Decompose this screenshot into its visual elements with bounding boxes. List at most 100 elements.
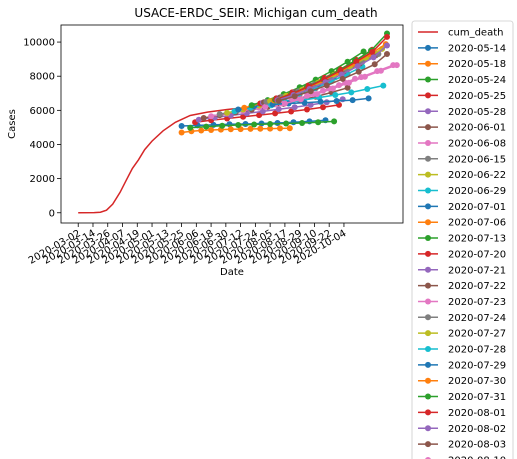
legend-label: 2020-07-24 — [448, 313, 506, 324]
data-point — [344, 84, 351, 91]
data-point — [353, 58, 360, 65]
legend-entry: 2020-06-22 — [418, 170, 506, 181]
legend-marker — [425, 346, 431, 352]
legend-label: 2020-07-21 — [448, 265, 506, 276]
data-point — [299, 120, 306, 126]
legend-label: 2020-07-23 — [448, 297, 506, 308]
data-point — [297, 96, 304, 103]
legend-entry: 2020-05-25 — [418, 91, 506, 102]
legend-marker — [425, 171, 431, 178]
data-point — [355, 68, 362, 75]
data-point — [369, 49, 376, 55]
legend-label: 2020-05-24 — [448, 75, 506, 86]
legend-entry: 2020-07-22 — [418, 281, 506, 292]
legend-marker — [425, 139, 431, 146]
y-tick-label: 0 — [49, 208, 55, 219]
legend-label: 2020-07-30 — [448, 376, 506, 387]
y-axis-label: Cases — [7, 109, 18, 139]
data-point — [248, 102, 255, 109]
legend-marker — [425, 330, 431, 337]
data-point — [262, 103, 269, 110]
data-point — [208, 113, 215, 120]
legend-entry: 2020-05-28 — [418, 107, 506, 118]
legend-marker — [425, 409, 431, 416]
legend-label: 2020-05-14 — [448, 43, 506, 54]
legend-entry: 2020-05-14 — [418, 43, 506, 54]
legend-marker — [425, 266, 431, 273]
legend-entry: 2020-08-02 — [418, 424, 506, 435]
series-2020-08-03 — [275, 51, 390, 104]
data-point — [198, 127, 205, 134]
legend-label: 2020-08-03 — [448, 440, 506, 451]
legend-marker — [425, 203, 431, 210]
legend-label: 2020-07-31 — [448, 392, 506, 403]
data-point — [267, 125, 274, 132]
legend-label: 2020-08-02 — [448, 424, 506, 435]
legend-entry: 2020-07-23 — [418, 297, 506, 308]
data-point — [307, 88, 314, 95]
data-point — [281, 100, 288, 107]
data-point — [277, 125, 283, 132]
legend-marker — [425, 314, 431, 321]
legend-label: 2020-07-01 — [448, 202, 506, 213]
legend-label: 2020-05-18 — [448, 59, 506, 70]
series-line — [190, 120, 335, 129]
data-point — [272, 110, 279, 117]
data-point — [364, 86, 371, 92]
y-axis: 0 2000 4000 6000 8000 10000 — [23, 38, 61, 219]
data-point — [288, 108, 295, 115]
legend-marker — [425, 44, 431, 51]
chart-title: USACE-ERDC_SEIR: Michigan cum_death — [134, 6, 377, 20]
legend-marker — [425, 456, 431, 459]
data-point — [380, 82, 387, 89]
data-point — [377, 67, 384, 74]
legend-marker — [425, 361, 431, 368]
data-point — [178, 123, 185, 129]
y-tick-label: 6000 — [30, 106, 55, 117]
data-point — [365, 95, 372, 102]
series-cum_death — [78, 104, 285, 214]
legend-entry: 2020-07-06 — [418, 218, 506, 229]
data-point — [257, 125, 264, 132]
data-point — [384, 33, 390, 40]
legend-label: 2020-07-27 — [448, 329, 506, 340]
legend-entry: 2020-07-21 — [418, 265, 506, 276]
data-point — [370, 54, 377, 61]
data-point — [208, 127, 215, 133]
data-point — [331, 118, 338, 125]
x-axis-label: Date — [220, 267, 244, 278]
legend-entry: cum_death — [418, 28, 503, 39]
legend-entry: 2020-05-24 — [418, 75, 506, 86]
legend-marker — [425, 124, 431, 131]
data-point — [344, 58, 351, 65]
legend-entry: 2020-07-28 — [418, 345, 506, 356]
data-point — [371, 61, 378, 68]
legend-marker — [425, 250, 431, 257]
data-point — [291, 104, 298, 111]
data-point — [332, 92, 339, 98]
data-point — [384, 51, 390, 57]
legend-marker — [425, 155, 431, 162]
legend-marker — [425, 219, 431, 226]
legend-marker — [425, 377, 431, 384]
series-2020-08-10 — [281, 62, 400, 107]
legend-marker — [425, 282, 431, 289]
legend-entry: 2020-07-27 — [418, 329, 506, 340]
legend-label: 2020-05-28 — [448, 107, 506, 118]
data-point — [384, 42, 390, 49]
legend-marker — [425, 60, 431, 67]
data-point — [226, 121, 233, 128]
legend-entry: 2020-07-01 — [418, 202, 506, 213]
y-tick-label: 4000 — [30, 140, 55, 151]
series-2020-05-24 — [187, 118, 338, 131]
legend-entry: 2020-07-24 — [418, 313, 506, 324]
data-point — [267, 121, 274, 127]
data-point — [259, 108, 266, 115]
legend-label: 2020-07-20 — [448, 249, 506, 260]
data-point — [283, 120, 290, 127]
legend-label: 2020-08-01 — [448, 408, 506, 419]
data-point — [349, 97, 356, 104]
data-point — [203, 123, 210, 130]
data-point — [195, 116, 202, 123]
